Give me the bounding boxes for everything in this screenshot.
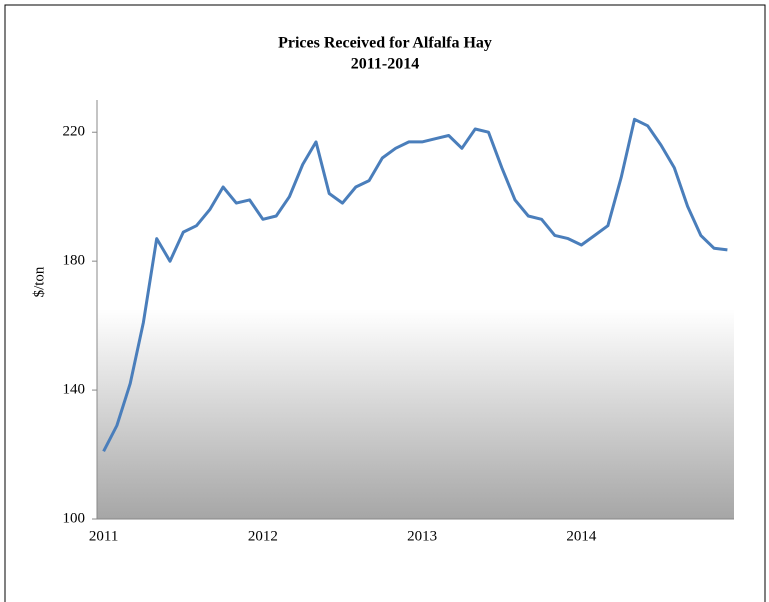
chart-border: [4, 4, 766, 602]
x-tick-label: 2011: [89, 528, 118, 544]
y-tick-label: 220: [63, 124, 86, 140]
chart-subtitle: 2011-2014: [351, 56, 419, 73]
x-tick-label: 2013: [407, 528, 437, 544]
y-tick-label: 140: [63, 382, 86, 398]
chart-title: Prices Received for Alfalfa Hay: [278, 35, 492, 52]
line-series: [102, 117, 728, 452]
y-axis-label: $/ton: [31, 266, 47, 297]
y-tick-label: 180: [63, 253, 86, 269]
y-tick-label: 100: [63, 510, 86, 526]
x-tick-label: 2012: [248, 528, 278, 544]
plot-area: [97, 100, 734, 519]
x-tick-label: 2014: [566, 528, 597, 544]
